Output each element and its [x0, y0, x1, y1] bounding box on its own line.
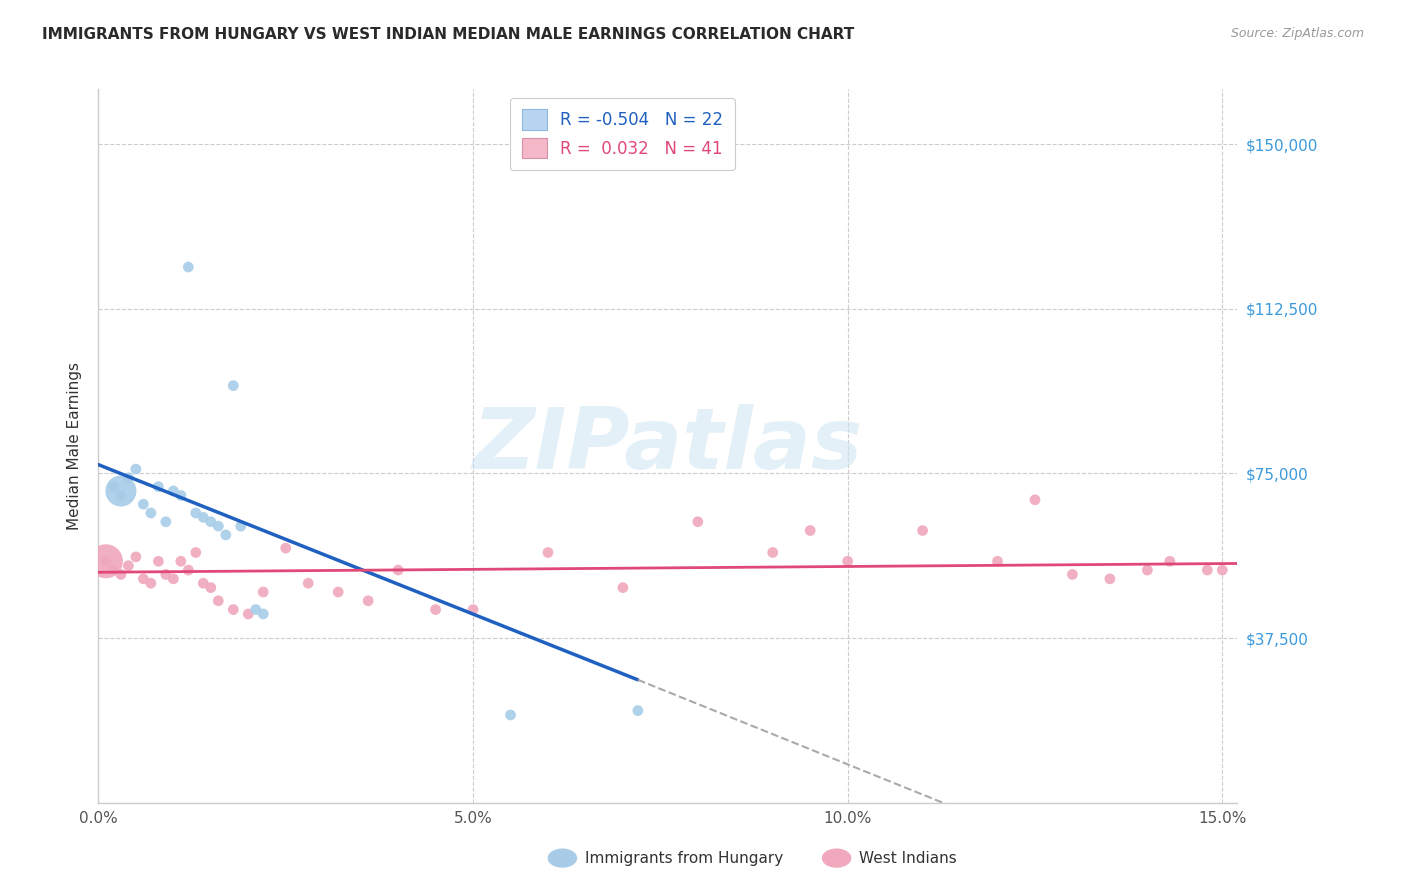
Point: [461, 602, 484, 616]
Point: [537, 545, 560, 559]
Point: [162, 572, 184, 586]
Point: [1211, 563, 1233, 577]
Point: [184, 506, 207, 520]
Point: [177, 563, 200, 577]
Point: [193, 576, 215, 591]
Point: [252, 607, 274, 621]
Point: [837, 554, 859, 568]
Point: [117, 471, 139, 485]
Point: [686, 515, 709, 529]
Point: [184, 545, 207, 559]
Point: [1024, 492, 1046, 507]
Point: [911, 524, 934, 538]
Point: [132, 572, 155, 586]
Point: [162, 483, 184, 498]
Point: [986, 554, 1008, 568]
Point: [1136, 563, 1159, 577]
Point: [110, 567, 132, 582]
Point: [103, 563, 125, 577]
Point: [215, 528, 238, 542]
Point: [117, 558, 139, 573]
Point: [132, 497, 155, 511]
Point: [155, 567, 177, 582]
Point: [125, 462, 148, 476]
Text: Source: ZipAtlas.com: Source: ZipAtlas.com: [1230, 27, 1364, 40]
Point: [177, 260, 200, 274]
Point: [357, 594, 380, 608]
Point: [1197, 563, 1219, 577]
Point: [207, 594, 229, 608]
Point: [103, 480, 125, 494]
Point: [1098, 572, 1121, 586]
Point: [387, 563, 409, 577]
Point: [110, 483, 132, 498]
Point: [200, 581, 222, 595]
Point: [222, 378, 245, 392]
Text: IMMIGRANTS FROM HUNGARY VS WEST INDIAN MEDIAN MALE EARNINGS CORRELATION CHART: IMMIGRANTS FROM HUNGARY VS WEST INDIAN M…: [42, 27, 855, 42]
Point: [297, 576, 319, 591]
Point: [328, 585, 350, 599]
Point: [499, 708, 522, 723]
Point: [193, 510, 215, 524]
Point: [139, 576, 162, 591]
Point: [274, 541, 297, 555]
Point: [200, 515, 222, 529]
Point: [148, 554, 170, 568]
Point: [612, 581, 634, 595]
Point: [222, 602, 245, 616]
Point: [94, 554, 117, 568]
Point: [155, 515, 177, 529]
Point: [170, 488, 193, 502]
Point: [229, 519, 252, 533]
Point: [238, 607, 260, 621]
Text: Immigrants from Hungary: Immigrants from Hungary: [585, 851, 783, 865]
Point: [94, 554, 117, 568]
Point: [252, 585, 274, 599]
Point: [139, 506, 162, 520]
Y-axis label: Median Male Earnings: Median Male Earnings: [67, 362, 83, 530]
Point: [425, 602, 447, 616]
Point: [762, 545, 785, 559]
Point: [110, 488, 132, 502]
Text: ZIPatlas: ZIPatlas: [472, 404, 863, 488]
Point: [125, 549, 148, 564]
Point: [245, 602, 267, 616]
Point: [1159, 554, 1181, 568]
Point: [207, 519, 229, 533]
Point: [627, 704, 650, 718]
Point: [148, 480, 170, 494]
Point: [170, 554, 193, 568]
Legend: R = -0.504   N = 22, R =  0.032   N = 41: R = -0.504 N = 22, R = 0.032 N = 41: [510, 97, 734, 169]
Point: [1062, 567, 1084, 582]
Point: [799, 524, 821, 538]
Text: West Indians: West Indians: [859, 851, 957, 865]
